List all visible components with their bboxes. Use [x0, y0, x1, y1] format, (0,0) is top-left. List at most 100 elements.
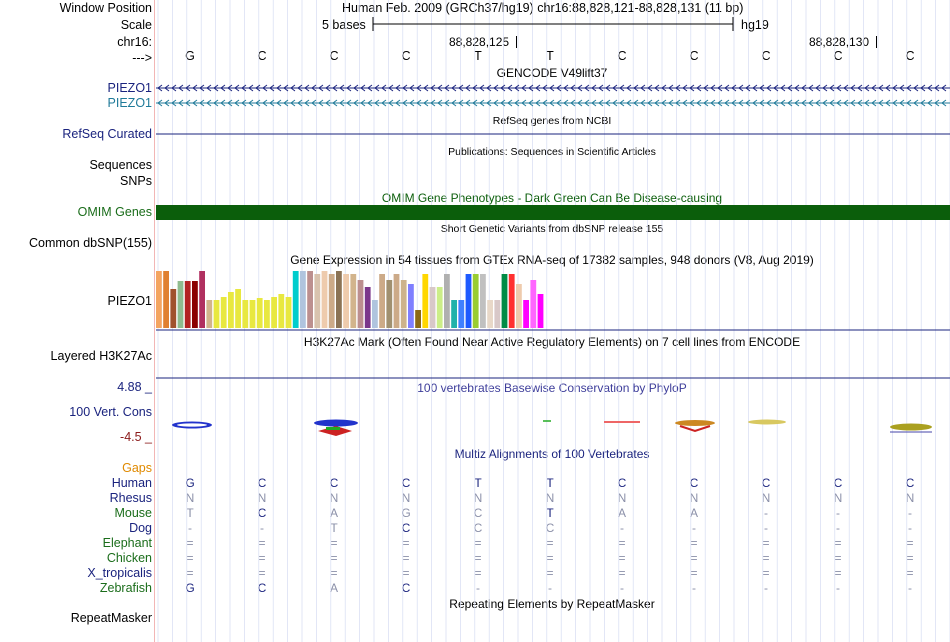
strand-arrow	[241, 99, 247, 107]
scale-label: Scale	[120, 18, 152, 32]
strand-arrow	[787, 84, 793, 92]
strand-arrow	[871, 84, 877, 92]
strand-arrow	[773, 84, 779, 92]
strand-arrow	[171, 99, 177, 107]
gtex-tissue-bar	[408, 284, 414, 328]
strand-arrow	[360, 99, 366, 107]
alignment-base: -	[620, 521, 624, 535]
strand-arrow	[598, 84, 604, 92]
gtex-tissue-bar	[184, 281, 191, 328]
strand-arrow	[297, 84, 303, 92]
strand-arrow	[395, 99, 401, 107]
alignment-base: =	[906, 551, 914, 565]
strand-arrow	[451, 84, 457, 92]
alignment-base: N	[329, 491, 339, 505]
strand-arrow	[829, 99, 835, 107]
gtex-tissue-bar	[256, 298, 263, 328]
species-label[interactable]: Elephant	[102, 536, 152, 550]
strand-arrow	[801, 99, 807, 107]
alignment-base: -	[908, 506, 912, 520]
strand-arrow	[472, 84, 478, 92]
phylop-track-label[interactable]: 100 Vert. Cons	[69, 405, 152, 419]
species-label[interactable]: Dog	[129, 521, 152, 535]
window-position-label: Window Position	[59, 1, 152, 15]
species-label[interactable]: X_tropicalis	[87, 566, 152, 580]
alignment-base: =	[762, 551, 770, 565]
alignment-base: =	[186, 551, 194, 565]
species-label[interactable]: Chicken	[106, 551, 152, 565]
strand-arrow	[563, 84, 569, 92]
gtex-tissue-bar	[472, 274, 479, 328]
strand-arrow	[899, 84, 905, 92]
species-label[interactable]: Rhesus	[109, 491, 152, 505]
dbsnp-track-label[interactable]: Common dbSNP(155)	[29, 236, 152, 250]
strand-arrow	[941, 84, 947, 92]
strand-arrow	[430, 84, 436, 92]
strand-arrow	[332, 84, 338, 92]
strand-arrow	[941, 99, 947, 107]
strand-arrow	[220, 99, 226, 107]
alignment-base: -	[836, 581, 840, 595]
repeatmasker-track-label[interactable]: RepeatMasker	[70, 611, 152, 625]
species-label[interactable]: Human	[111, 476, 152, 490]
alignment-base: A	[329, 581, 339, 595]
strand-arrow	[934, 84, 940, 92]
strand-arrow	[689, 84, 695, 92]
refseq-track-label[interactable]: RefSeq Curated	[62, 127, 152, 141]
strand-arrow	[409, 84, 415, 92]
sequences-track-label[interactable]: Sequences	[89, 158, 152, 172]
strand-arrow	[696, 84, 702, 92]
strand-arrow	[584, 99, 590, 107]
gtex-tissue-bar	[249, 300, 256, 328]
strand-arrow	[360, 84, 366, 92]
strand-arrow	[626, 84, 632, 92]
strand-arrow	[556, 84, 562, 92]
strand-arrow	[780, 99, 786, 107]
alignment-base: G	[185, 581, 195, 595]
strand-arrow	[605, 84, 611, 92]
strand-arrow	[479, 84, 485, 92]
strand-arrow	[304, 84, 310, 92]
omim-track-label[interactable]: OMIM Genes	[77, 205, 152, 219]
gencode-gene-label-1[interactable]: PIEZO1	[107, 81, 152, 95]
strand-arrow	[591, 99, 597, 107]
species-label[interactable]: Zebrafish	[99, 581, 152, 595]
strand-arrow	[815, 99, 821, 107]
h3k27ac-track-label[interactable]: Layered H3K27Ac	[50, 349, 152, 363]
gencode-gene-label-2[interactable]: PIEZO1	[107, 96, 152, 110]
strand-arrow	[374, 84, 380, 92]
strand-arrow	[444, 84, 450, 92]
alignment-base: -	[836, 521, 840, 535]
gtex-tissue-bar	[379, 274, 385, 328]
strand-arrow	[794, 99, 800, 107]
repeatmasker-track-title: Repeating Elements by RepeatMasker	[449, 597, 655, 611]
strand-arrow	[773, 99, 779, 107]
strand-arrow	[381, 84, 387, 92]
strand-arrow	[227, 99, 233, 107]
reference-base: C	[401, 49, 411, 63]
species-label[interactable]: Mouse	[114, 506, 152, 520]
strand-arrow	[724, 84, 730, 92]
snps-track-label[interactable]: SNPs	[120, 174, 152, 188]
alignment-base: =	[618, 536, 626, 550]
strand-arrow	[262, 84, 268, 92]
strand-arrow	[248, 84, 254, 92]
alignment-base: C	[401, 581, 411, 595]
strand-arrow	[416, 84, 422, 92]
alignment-base: =	[402, 566, 410, 580]
strand-arrow	[542, 84, 548, 92]
strand-arrow	[612, 99, 618, 107]
gencode-track-title: GENCODE V49lift37	[496, 66, 608, 80]
strand-arrow	[556, 99, 562, 107]
gtex-tissue-bar	[436, 287, 443, 328]
strand-arrow	[234, 84, 240, 92]
strand-arrow	[850, 99, 856, 107]
strand-arrow	[199, 84, 205, 92]
gtex-track-label[interactable]: PIEZO1	[107, 294, 152, 308]
strand-arrow	[675, 99, 681, 107]
strand-arrow	[171, 84, 177, 92]
alignment-base: -	[764, 506, 768, 520]
gaps-label: Gaps	[122, 461, 152, 475]
strand-arrow	[920, 84, 926, 92]
